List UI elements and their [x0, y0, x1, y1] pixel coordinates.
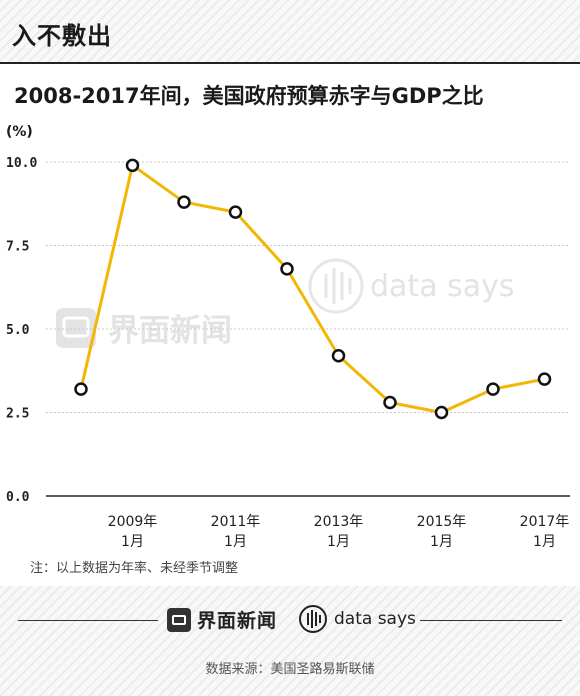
- footnote: 注：以上数据为年率、未经季节调整: [30, 561, 239, 576]
- data-point: [486, 382, 500, 396]
- x-tick-label: 1月: [327, 534, 350, 550]
- y-unit-label: (%): [6, 124, 33, 140]
- y-tick-label: 7.5: [6, 240, 29, 255]
- data-point: [434, 405, 449, 420]
- data-point: [74, 382, 88, 396]
- y-tick-label: 10.0: [6, 156, 37, 171]
- y-tick-label: 5.0: [6, 323, 30, 338]
- x-tick-label: 1月: [430, 534, 453, 550]
- series-line: [79, 163, 545, 414]
- x-tick-label: 1月: [121, 534, 144, 550]
- x-tick-label: 1月: [533, 534, 556, 550]
- data-point: [125, 158, 140, 173]
- y-tick-label: 2.5: [6, 407, 29, 422]
- data-point: [280, 262, 294, 276]
- header-divider: [0, 62, 580, 64]
- x-tick-label: 1月: [224, 534, 247, 550]
- grid-layer: 0.0 2.5 5.0 7.5 10.0: [6, 156, 570, 505]
- data-point: [383, 395, 397, 410]
- line-chart: 0.02.55.07.510.0 2009年1月2011年1月2013年1月20…: [6, 156, 570, 550]
- footer-rule-left: [18, 620, 158, 621]
- x-tick-label: 2011年: [211, 514, 261, 530]
- header-bar: 入不敷出: [0, 0, 580, 62]
- x-tick-labels: 2009年 1月 2011年 1月 2013年 1月 2015年 1月 2017年 1月: [108, 514, 570, 550]
- datasays-logo-icon: [299, 605, 327, 633]
- footer-rule-right: [420, 620, 562, 621]
- x-tick-label: 2015年: [417, 514, 467, 530]
- data-point: [177, 195, 191, 209]
- x-tick-label: 2017年: [520, 514, 570, 530]
- y-tick-label: 0.0: [6, 490, 30, 505]
- x-tick-label: 2009年: [108, 514, 158, 530]
- brand-title: 入不敷出: [12, 22, 112, 50]
- jiemian-logo-text: 界面新闻: [197, 610, 278, 632]
- data-point: [331, 348, 346, 363]
- datasays-logo: data says: [298, 604, 416, 634]
- data-point: [537, 372, 552, 386]
- chart-title: 2008-2017年间，美国政府预算赤字与GDP之比: [14, 84, 484, 108]
- datasays-logo-text: data says: [334, 609, 416, 629]
- data-source: 数据来源：美国圣路易斯联储: [205, 662, 375, 677]
- x-tick-label: 2013年: [314, 514, 364, 530]
- footer-bar: [0, 586, 580, 696]
- jiemian-logo: 界面新闻: [167, 606, 277, 633]
- series-layer: [74, 158, 552, 420]
- data-point: [228, 205, 243, 219]
- jiemian-logo-icon: [167, 607, 191, 632]
